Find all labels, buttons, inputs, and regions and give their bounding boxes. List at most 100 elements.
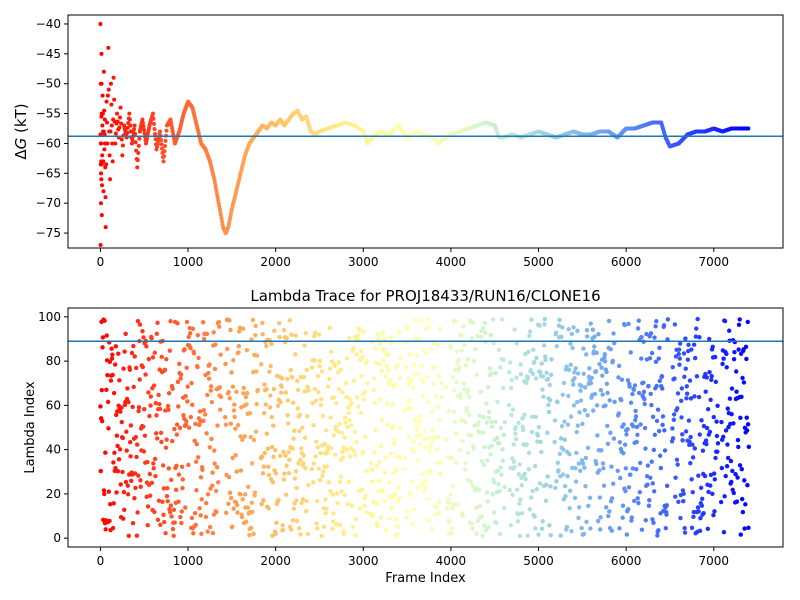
lambda-point bbox=[511, 442, 516, 447]
lambda-point bbox=[412, 362, 417, 367]
delta-g-point bbox=[135, 165, 140, 170]
lambda-point bbox=[680, 432, 685, 437]
lambda-point bbox=[722, 318, 728, 324]
delta-g-point bbox=[133, 140, 138, 145]
lambda-point bbox=[427, 435, 432, 441]
lambda-y-tick-label: 0 bbox=[53, 531, 61, 545]
lambda-point bbox=[554, 479, 559, 484]
lambda-point bbox=[392, 438, 397, 443]
lambda-point bbox=[671, 412, 677, 417]
lambda-point bbox=[561, 380, 567, 386]
delta-g-point bbox=[136, 151, 141, 156]
lambda-point bbox=[729, 386, 735, 391]
lambda-point bbox=[290, 400, 296, 406]
lambda-point bbox=[569, 331, 575, 337]
lambda-point bbox=[373, 346, 378, 351]
delta-g-point bbox=[106, 87, 111, 92]
lambda-point bbox=[675, 406, 680, 411]
lambda-point bbox=[204, 431, 209, 436]
lambda-point bbox=[296, 461, 301, 466]
lambda-point bbox=[499, 317, 505, 322]
lambda-point bbox=[233, 452, 238, 458]
lambda-point bbox=[641, 380, 646, 385]
lambda-point bbox=[438, 472, 443, 477]
lambda-point bbox=[223, 361, 228, 367]
lambda-point bbox=[489, 420, 494, 425]
lambda-point bbox=[609, 528, 614, 533]
lambda-point bbox=[126, 399, 131, 405]
lambda-point bbox=[300, 425, 305, 430]
lambda-point bbox=[423, 326, 428, 331]
lambda-point bbox=[136, 473, 141, 478]
lambda-point bbox=[569, 465, 575, 471]
lambda-point bbox=[422, 445, 427, 450]
lambda-point bbox=[411, 449, 416, 455]
lambda-point bbox=[287, 457, 292, 463]
lambda-point bbox=[336, 360, 341, 365]
lambda-point bbox=[436, 499, 442, 504]
lambda-point bbox=[316, 466, 321, 471]
lambda-point bbox=[519, 511, 525, 516]
lambda-point bbox=[414, 353, 419, 358]
lambda-point bbox=[272, 328, 277, 333]
lambda-point bbox=[135, 318, 141, 324]
lambda-point bbox=[612, 399, 617, 405]
lambda-point bbox=[436, 373, 441, 379]
lambda-point bbox=[532, 359, 537, 365]
lambda-point bbox=[610, 481, 616, 486]
lambda-point bbox=[490, 424, 495, 429]
lambda-point bbox=[592, 344, 597, 349]
delta-g-point bbox=[127, 111, 132, 116]
lambda-point bbox=[135, 442, 140, 447]
lambda-point bbox=[628, 350, 633, 355]
lambda-point bbox=[268, 393, 273, 398]
lambda-point bbox=[692, 446, 698, 451]
delta-g-point bbox=[215, 195, 220, 200]
lambda-point bbox=[655, 407, 661, 412]
lambda-point bbox=[562, 419, 567, 424]
lambda-point bbox=[223, 422, 229, 427]
lambda-point bbox=[566, 327, 571, 332]
lambda-point bbox=[621, 422, 626, 427]
lambda-point bbox=[541, 343, 547, 348]
lambda-point bbox=[377, 362, 382, 367]
lambda-point bbox=[507, 360, 513, 365]
lambda-point bbox=[617, 440, 623, 445]
lambda-point bbox=[457, 364, 462, 369]
lambda-point bbox=[713, 455, 718, 461]
lambda-point bbox=[633, 408, 638, 414]
lambda-point bbox=[474, 372, 480, 377]
lambda-point bbox=[230, 455, 235, 461]
lambda-point bbox=[185, 384, 190, 389]
lambda-point bbox=[109, 346, 114, 351]
lambda-point bbox=[490, 492, 495, 497]
lambda-point bbox=[586, 503, 591, 509]
lambda-point bbox=[234, 502, 240, 508]
delta-g-point bbox=[170, 126, 175, 131]
lambda-point bbox=[710, 344, 715, 350]
lambda-point bbox=[704, 425, 710, 431]
lambda-point bbox=[475, 518, 481, 524]
delta-g-point bbox=[117, 115, 122, 120]
lambda-point bbox=[121, 366, 126, 371]
lambda-point bbox=[569, 528, 574, 534]
lambda-point bbox=[738, 415, 743, 421]
lambda-point bbox=[207, 445, 212, 450]
lambda-point bbox=[238, 434, 243, 439]
lambda-point bbox=[743, 344, 749, 349]
lambda-point bbox=[118, 482, 123, 487]
lambda-point bbox=[311, 422, 316, 428]
lambda-point bbox=[510, 456, 515, 461]
lambda-point bbox=[187, 330, 193, 336]
lambda-point bbox=[290, 446, 295, 451]
lambda-point bbox=[445, 496, 450, 501]
lambda-point bbox=[437, 510, 442, 516]
lambda-point bbox=[305, 384, 310, 390]
lambda-point bbox=[513, 431, 518, 436]
lambda-point bbox=[180, 477, 185, 482]
lambda-point bbox=[462, 342, 467, 348]
delta-g-point bbox=[99, 162, 104, 167]
lambda-point bbox=[159, 354, 164, 360]
lambda-point bbox=[140, 329, 145, 334]
lambda-point bbox=[565, 422, 571, 427]
